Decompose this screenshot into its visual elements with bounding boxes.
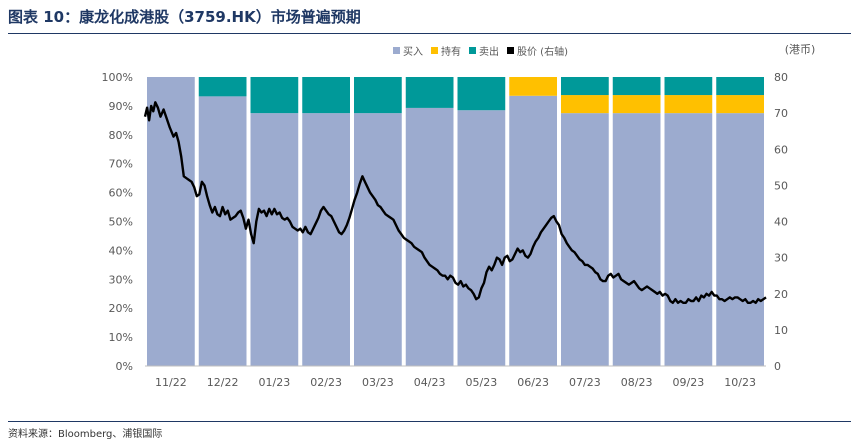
right-tick-label: 10: [774, 324, 788, 337]
bar-09-23-series-0: [664, 113, 713, 367]
bar-07-23-series-2: [561, 77, 609, 96]
bar-05-23-series-2: [457, 77, 506, 111]
legend-label: 持有: [441, 45, 461, 58]
left-tick-label: 100%: [102, 71, 133, 84]
bar-09-23-series-1: [664, 95, 713, 114]
bar-07-23-series-0: [561, 113, 609, 367]
bar-01-23-series-2: [250, 77, 299, 114]
x-tick-label: 06/23: [517, 376, 549, 389]
right-tick-label: 20: [774, 288, 788, 301]
x-tick-label: 02/23: [310, 376, 342, 389]
legend-swatch: [507, 47, 514, 54]
right-tick-label: 80: [774, 71, 788, 84]
right-tick-label: 60: [774, 143, 788, 156]
bar-04-23-series-2: [405, 77, 454, 108]
bar-11-22-series-0: [147, 77, 195, 366]
bar-05-23-series-0: [457, 110, 506, 366]
bar-08-23-series-1: [612, 95, 661, 114]
right-tick-label: 70: [774, 107, 788, 120]
right-tick-label: 40: [774, 216, 788, 229]
x-tick-label: 03/23: [362, 376, 394, 389]
bars-layer: [147, 77, 764, 367]
x-tick-label: 08/23: [621, 376, 653, 389]
figure-title: 图表 10：康龙化成港股（3759.HK）市场普遍预期: [8, 8, 361, 26]
bar-07-23-series-1: [561, 95, 609, 114]
legend-swatch: [393, 47, 400, 54]
bar-08-23-series-2: [612, 77, 661, 96]
x-tick-label: 01/23: [259, 376, 291, 389]
legend-label: 卖出: [479, 45, 499, 58]
left-axis: 0% 10% 20% 30% 40% 50% 60% 70% 80% 90% 100%: [102, 71, 133, 373]
x-tick-label: 05/23: [466, 376, 498, 389]
source-note: 资料来源：Bloomberg、浦银国际: [8, 429, 163, 440]
footer-rule: [8, 421, 851, 422]
x-axis: 11/22 12/22 01/23 02/23 03/23 04/23 05/23 06/23…: [145, 365, 766, 389]
legend-swatch: [431, 47, 438, 54]
bar-10-23-series-1: [716, 95, 764, 114]
left-tick-label: 10%: [109, 331, 133, 344]
price-line: [143, 101, 767, 304]
left-tick-label: 30%: [109, 273, 133, 286]
x-tick-label: 09/23: [673, 376, 705, 389]
legend: 买入 持有 卖出 股价 (右轴): [393, 45, 568, 58]
x-tick-label: 10/23: [724, 376, 756, 389]
right-axis-unit-label: (港币): [785, 43, 816, 56]
bar-08-23-series-0: [612, 113, 661, 367]
bar-06-23-series-0: [509, 95, 557, 366]
x-tick-label: 04/23: [414, 376, 446, 389]
x-tick-label: 12/22: [207, 376, 239, 389]
right-tick-label: 30: [774, 252, 788, 265]
left-tick-label: 20%: [109, 302, 133, 315]
bar-03-23-series-2: [354, 77, 402, 114]
bar-12-22-series-0: [198, 96, 247, 367]
x-tick-label: 07/23: [569, 376, 601, 389]
x-tick-label: 11/22: [155, 376, 187, 389]
bar-10-23-series-0: [716, 113, 764, 367]
left-tick-label: 40%: [109, 244, 133, 257]
bar-01-23-series-0: [250, 113, 299, 367]
bar-06-23-series-1: [509, 77, 557, 96]
left-tick-label: 70%: [109, 158, 133, 171]
bar-02-23-series-2: [302, 77, 350, 114]
left-tick-label: 50%: [109, 216, 133, 229]
bar-02-23-series-0: [302, 113, 350, 367]
left-tick-label: 60%: [109, 187, 133, 200]
title-rule: [8, 33, 851, 34]
right-tick-label: 50: [774, 179, 788, 192]
bar-12-22-series-2: [198, 77, 247, 97]
bar-09-23-series-2: [664, 77, 713, 96]
bar-04-23-series-0: [405, 107, 454, 367]
left-tick-label: 0%: [116, 360, 133, 373]
legend-swatch: [469, 47, 476, 54]
right-tick-label: 0: [774, 360, 781, 373]
left-tick-label: 90%: [109, 100, 133, 113]
right-axis: 0 10 20 30 40 50 60 70 80: [774, 71, 788, 373]
bar-10-23-series-2: [716, 77, 764, 96]
left-tick-label: 80%: [109, 129, 133, 142]
legend-label: 股价 (右轴): [517, 45, 568, 58]
bar-03-23-series-0: [354, 113, 402, 367]
legend-label: 买入: [403, 46, 423, 58]
